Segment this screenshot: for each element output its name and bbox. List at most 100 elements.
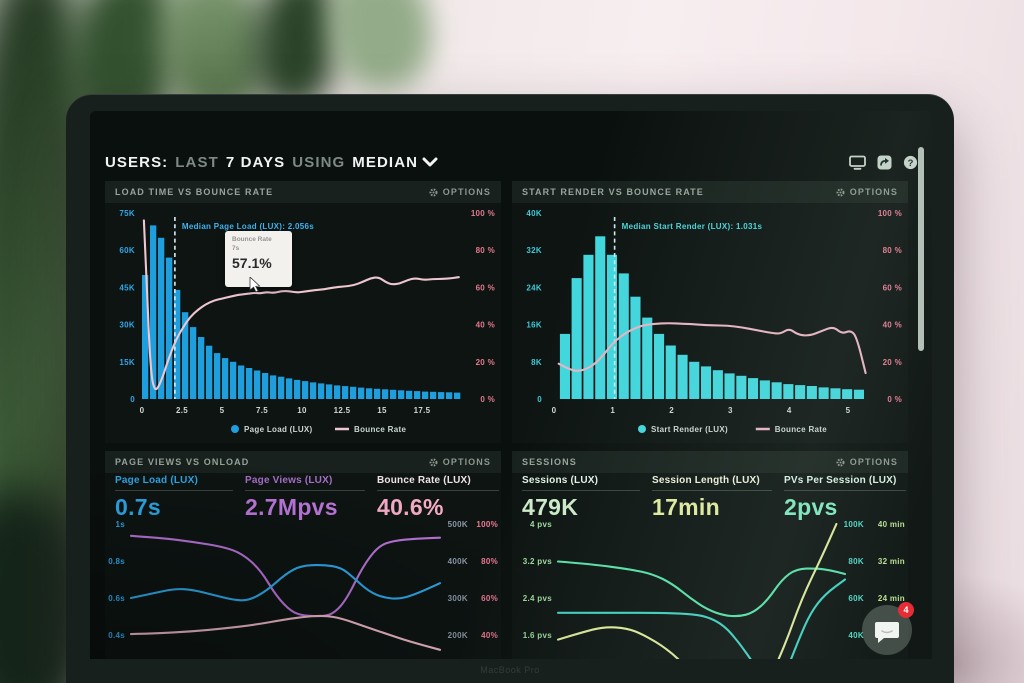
svg-text:80%: 80% (481, 557, 498, 566)
metric: PVs Per Session (LUX) 2pvs (784, 475, 918, 521)
svg-text:Start Render (LUX): Start Render (LUX) (651, 425, 728, 434)
svg-text:100 %: 100 % (471, 209, 495, 218)
svg-text:0 %: 0 % (480, 395, 495, 404)
svg-text:1.6 pvs: 1.6 pvs (523, 631, 552, 640)
svg-text:8K: 8K (531, 358, 542, 367)
title-segment: LAST (175, 153, 219, 171)
sessions-chart: 4 pvs 100K 40 min 3.2 pvs 80K 32 min 2.4 pvs 60… (523, 520, 905, 659)
options-button[interactable]: OPTIONS (836, 457, 898, 467)
svg-text:4: 4 (787, 406, 792, 415)
svg-text:2.4 pvs: 2.4 pvs (523, 594, 552, 603)
metric-label: PVs Per Session (LUX) (784, 475, 897, 486)
panel-header: LOAD TIME VS BOUNCE RATE OPTIONS (105, 181, 501, 203)
tooltip-value: 57.1% (232, 255, 272, 271)
gear-icon (429, 458, 438, 466)
svg-text:20 %: 20 % (883, 358, 902, 367)
svg-text:3: 3 (728, 406, 733, 415)
panel-header: START RENDER VS BOUNCE RATE OPTIONS (512, 181, 908, 203)
laptop: USERS: LAST 7 DAYS USING MEDIAN (66, 94, 954, 683)
metric-divider (784, 490, 906, 491)
svg-text:3.2 pvs: 3.2 pvs (523, 557, 552, 566)
chat-button[interactable]: 4 (862, 602, 914, 655)
svg-text:17.5: 17.5 (414, 406, 431, 415)
svg-text:Page Load (LUX): Page Load (LUX) (244, 425, 313, 434)
svg-text:Median Start Render (LUX): 1.0: Median Start Render (LUX): 1.031s (622, 222, 763, 231)
svg-text:100K: 100K (844, 520, 864, 529)
svg-text:500K: 500K (448, 520, 468, 529)
mouse-cursor (249, 277, 261, 293)
panel-title: PAGE VIEWS VS ONLOAD (115, 457, 250, 467)
svg-text:0: 0 (140, 406, 145, 415)
display-icon[interactable] (849, 155, 866, 170)
svg-text:80 %: 80 % (883, 246, 902, 255)
svg-text:24 min: 24 min (878, 594, 905, 603)
options-button[interactable]: OPTIONS (429, 187, 491, 197)
help-icon[interactable]: ? (903, 155, 918, 170)
svg-text:15: 15 (377, 406, 387, 415)
scrollbar[interactable] (918, 147, 924, 351)
svg-text:15K: 15K (119, 358, 135, 367)
svg-text:Median Page Load (LUX): 2.056s: Median Page Load (LUX): 2.056s (182, 222, 314, 231)
svg-text:0: 0 (537, 395, 542, 404)
metric-label: Session Length (LUX) (652, 475, 760, 486)
svg-text:0: 0 (552, 406, 557, 415)
panel-header: SESSIONS OPTIONS (512, 451, 908, 473)
svg-text:10: 10 (297, 406, 307, 415)
panel-title: LOAD TIME VS BOUNCE RATE (115, 187, 274, 197)
metric-label: Bounce Rate (LUX) (377, 475, 471, 486)
notification-badge: 4 (898, 602, 914, 618)
panel-page-views: PAGE VIEWS VS ONLOAD OPTIONS Page Load (… (105, 451, 501, 659)
svg-text:2: 2 (669, 406, 674, 415)
metric-value: 0.7s (115, 494, 161, 520)
bezel-logo-text: MacBook Pro (480, 665, 540, 675)
svg-text:32 min: 32 min (878, 557, 905, 566)
chevron-down-icon[interactable] (422, 157, 438, 167)
svg-text:40K: 40K (848, 631, 864, 640)
share-icon[interactable] (877, 155, 892, 170)
panel-title: SESSIONS (522, 457, 577, 467)
panel-header: PAGE VIEWS VS ONLOAD OPTIONS (105, 451, 501, 473)
svg-text:80 %: 80 % (476, 246, 495, 255)
tooltip-title: Bounce Rate (232, 236, 272, 243)
title-segment: USING (292, 153, 346, 171)
svg-text:0: 0 (130, 395, 135, 404)
metrics-row: Page Load (LUX) 0.7s Page Views (LUX) 2.7Mp… (115, 475, 499, 520)
svg-text:40%: 40% (481, 631, 498, 640)
chat-bubble-icon (875, 622, 899, 643)
panel-start-render: START RENDER VS BOUNCE RATE OPTIONS 40K 3… (512, 181, 908, 443)
title-segment: USERS: (105, 153, 169, 171)
svg-text:100%: 100% (476, 520, 498, 529)
metric-value: 2.7Mpvs (245, 494, 338, 520)
svg-text:40 min: 40 min (878, 520, 905, 529)
options-button[interactable]: OPTIONS (836, 187, 898, 197)
metric-divider (522, 490, 640, 491)
metric-value: 479K (522, 494, 579, 520)
svg-text:7.5: 7.5 (256, 406, 268, 415)
svg-text:12.5: 12.5 (334, 406, 351, 415)
svg-text:4 pvs: 4 pvs (530, 520, 552, 529)
metric: Session Length (LUX) 17min (652, 475, 784, 521)
metric-value: 40.6% (377, 494, 444, 520)
svg-text:40 %: 40 % (883, 321, 902, 330)
svg-text:0.6s: 0.6s (108, 594, 125, 603)
page-title[interactable]: USERS: LAST 7 DAYS USING MEDIAN (105, 154, 418, 171)
svg-text:60%: 60% (481, 594, 498, 603)
metric: Page Load (LUX) 0.7s (115, 475, 245, 521)
svg-text:30K: 30K (119, 321, 135, 330)
tooltip-sub: 7s (232, 244, 240, 252)
metric: Bounce Rate (LUX) 40.6% (377, 475, 511, 521)
options-button[interactable]: OPTIONS (429, 457, 491, 467)
svg-text:60K: 60K (119, 246, 135, 255)
start-render-chart: 40K 32K 24K 16K 8K 0 100 % 80 % 60 % 40 % 20 % 0 % 0… (526, 209, 902, 434)
gear-icon (836, 188, 845, 196)
panel-load-time: LOAD TIME VS BOUNCE RATE OPTIONS 75K 60K 4… (105, 181, 501, 443)
metric-divider (245, 490, 365, 491)
metric: Page Views (LUX) 2.7Mpvs (245, 475, 377, 521)
load-time-chart: 75K 60K 45K 30K 15K 0 100 % 80 % 60 % 40 % 20 % 0 %… (119, 209, 495, 434)
svg-text:60 %: 60 % (883, 283, 902, 292)
metric-value: 2pvs (784, 494, 838, 520)
svg-text:5: 5 (220, 406, 225, 415)
svg-text:45K: 45K (119, 283, 135, 292)
laptop-bezel: MacBook Pro (66, 659, 954, 683)
svg-text:2.5: 2.5 (176, 406, 188, 415)
